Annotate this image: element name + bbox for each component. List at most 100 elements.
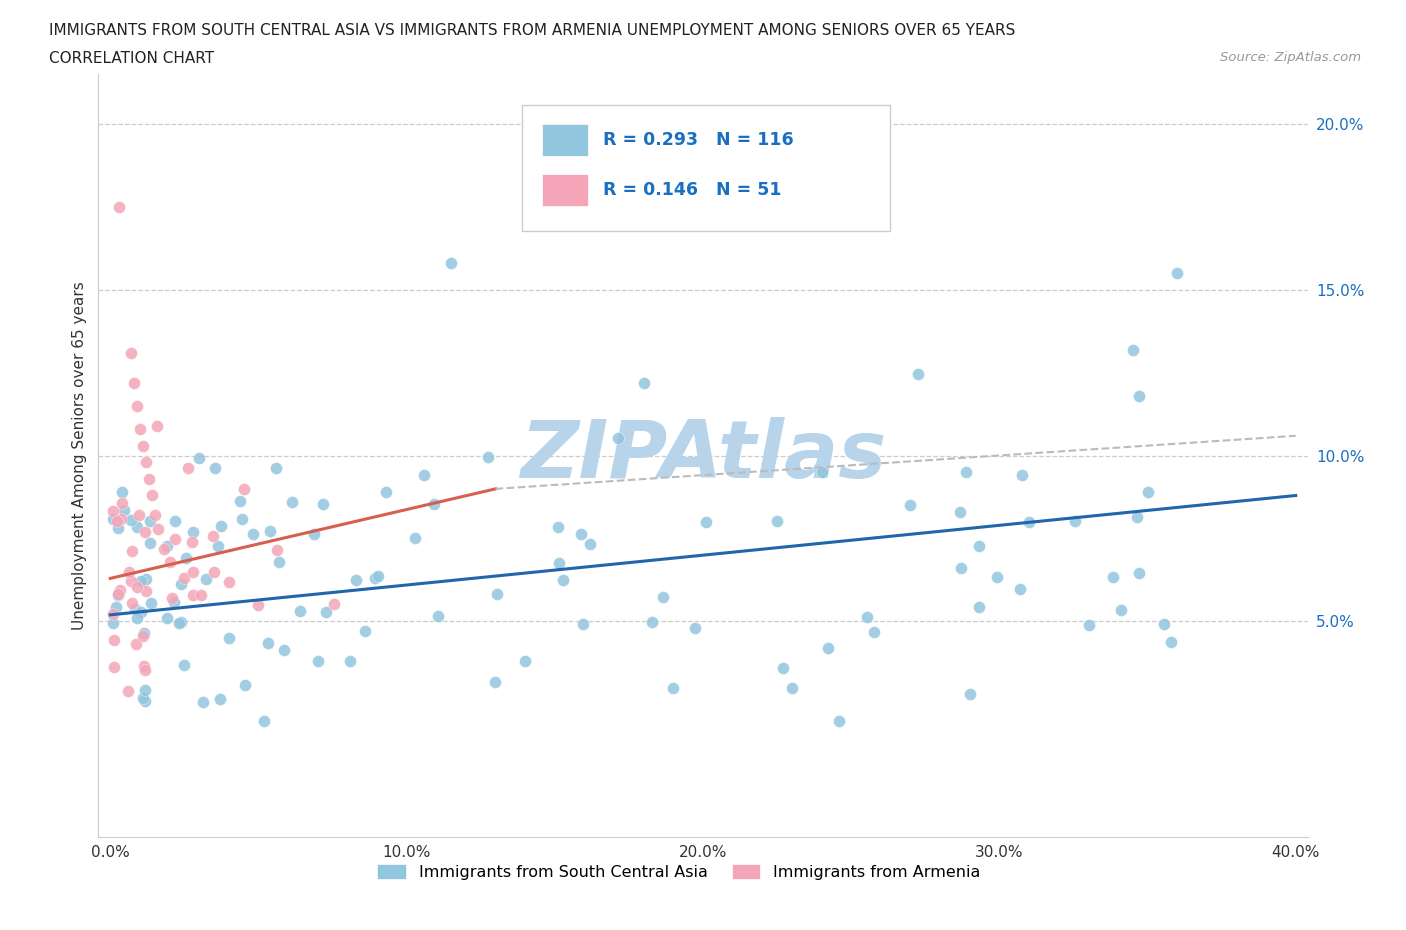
Point [367, 569, 389, 584]
Point [311, 497, 333, 512]
Point [117, 683, 139, 698]
Point [652, 590, 675, 604]
Point [132, 658, 155, 673]
Text: CORRELATION CHART: CORRELATION CHART [49, 51, 214, 66]
Point [374, 485, 396, 499]
Point [571, 526, 593, 541]
Point [124, 602, 146, 617]
Point [486, 586, 509, 601]
Point [181, 525, 204, 539]
Point [827, 713, 849, 728]
Point [862, 624, 884, 639]
Point [105, 514, 128, 529]
Point [1011, 467, 1033, 482]
Point [103, 632, 125, 647]
Point [404, 530, 426, 545]
Point [440, 256, 463, 271]
Point [772, 661, 794, 676]
Point [107, 588, 129, 603]
Point [139, 595, 162, 610]
Point [135, 455, 157, 470]
Point [129, 421, 152, 436]
Point [253, 713, 276, 728]
Point [204, 460, 226, 475]
Legend: Immigrants from South Central Asia, Immigrants from Armenia: Immigrants from South Central Asia, Immi… [371, 857, 987, 886]
Point [810, 465, 832, 480]
Point [159, 554, 181, 569]
Point [103, 512, 125, 526]
Point [955, 465, 977, 480]
Point [181, 588, 204, 603]
Point [135, 571, 157, 586]
Point [1109, 603, 1132, 618]
Point [194, 572, 217, 587]
Point [139, 536, 162, 551]
Point [218, 631, 240, 645]
Point [267, 554, 290, 569]
Point [202, 565, 225, 579]
Point [949, 561, 972, 576]
Point [817, 641, 839, 656]
Point [160, 591, 183, 605]
Point [683, 620, 706, 635]
Point [103, 504, 125, 519]
Point [363, 570, 385, 585]
Point [132, 438, 155, 453]
Point [477, 450, 499, 465]
Point [1064, 514, 1087, 529]
Point [122, 376, 145, 391]
Point [129, 574, 152, 589]
FancyBboxPatch shape [543, 124, 588, 156]
Text: ZIPAtlas: ZIPAtlas [520, 417, 886, 495]
Point [339, 653, 361, 668]
Point [515, 654, 537, 669]
Point [633, 376, 655, 391]
Point [134, 683, 156, 698]
Point [1122, 342, 1144, 357]
Point [695, 514, 717, 529]
Point [134, 525, 156, 540]
Point [156, 611, 179, 626]
Point [607, 430, 630, 445]
Point [103, 606, 125, 621]
Point [855, 610, 877, 625]
Point [103, 660, 125, 675]
Point [104, 599, 127, 614]
Point [422, 497, 444, 512]
Point [572, 617, 595, 631]
Point [641, 615, 664, 630]
Point [547, 555, 569, 570]
Point [138, 472, 160, 486]
Point [228, 494, 250, 509]
Point [949, 505, 972, 520]
Point [412, 468, 434, 483]
Point [264, 460, 287, 475]
Point [208, 691, 231, 706]
Point [134, 662, 156, 677]
Text: Source: ZipAtlas.com: Source: ZipAtlas.com [1220, 51, 1361, 64]
Point [180, 535, 202, 550]
Text: R = 0.293   N = 116: R = 0.293 N = 116 [603, 131, 793, 149]
Point [127, 520, 149, 535]
Point [127, 579, 149, 594]
Point [110, 512, 132, 526]
FancyBboxPatch shape [522, 105, 890, 231]
Point [201, 528, 224, 543]
Point [1128, 388, 1150, 403]
Point [193, 695, 215, 710]
Point [967, 538, 990, 553]
Y-axis label: Unemployment Among Seniors over 65 years: Unemployment Among Seniors over 65 years [72, 282, 87, 631]
Point [176, 551, 198, 565]
Point [231, 512, 253, 526]
Point [551, 573, 574, 588]
FancyBboxPatch shape [543, 174, 588, 206]
Point [170, 615, 193, 630]
Point [354, 623, 377, 638]
Point [427, 609, 450, 624]
Point [146, 418, 169, 433]
Point [1008, 581, 1031, 596]
Point [143, 508, 166, 523]
Point [315, 604, 337, 619]
Point [120, 574, 142, 589]
Point [1102, 570, 1125, 585]
